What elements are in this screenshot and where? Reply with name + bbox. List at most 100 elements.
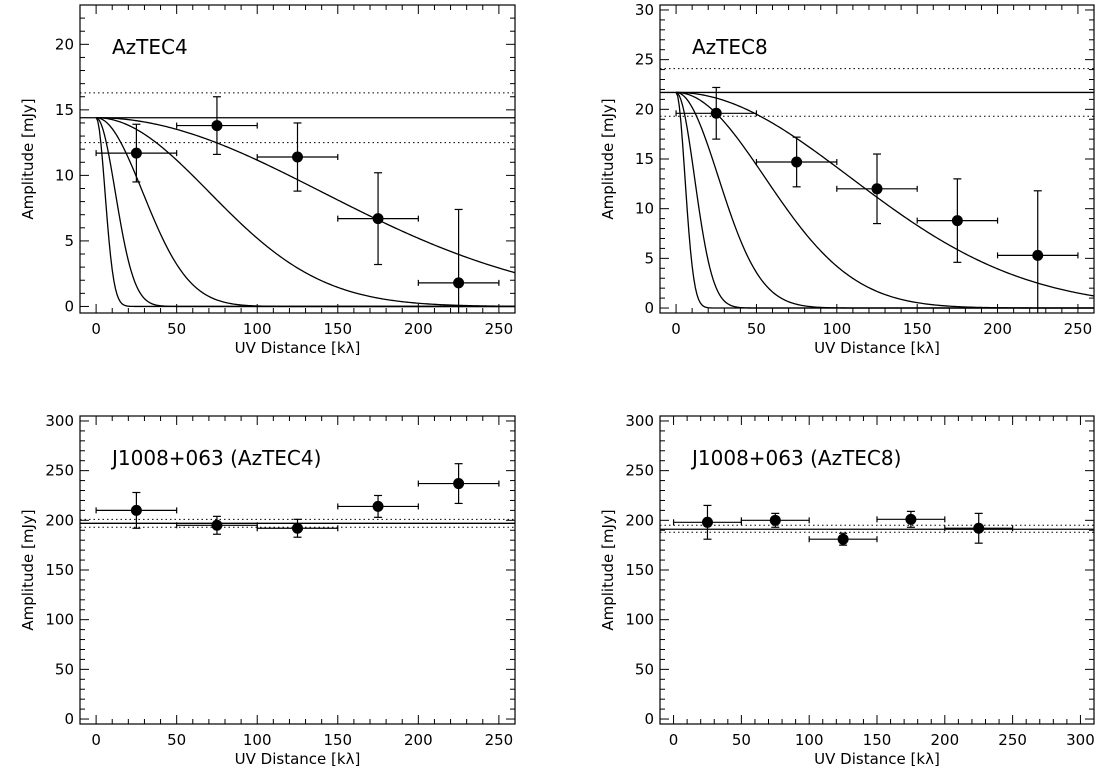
x-tick-label: 250	[998, 731, 1027, 749]
data-point-group	[417, 463, 500, 505]
plot-frame	[79, 4, 516, 314]
y-tick-label: 300	[625, 412, 654, 430]
data-point	[973, 522, 985, 534]
gaussian-model-curve	[96, 117, 515, 274]
panel-title: J1008+063 (AzTEC4)	[110, 446, 321, 470]
y-tick-label: 10	[55, 166, 74, 184]
data-point-group	[176, 515, 258, 535]
data-point-group	[417, 208, 500, 313]
y-tick-label: 10	[635, 200, 654, 218]
x-tick-label: 0	[671, 320, 681, 338]
y-tick-label: 100	[625, 611, 654, 629]
panel-aztec8: 0 50 100 150 200 250 0 5 10 15 20 25 30 UV Distance […	[599, 1, 1095, 357]
y-axis-title: Amplitude [mJy]	[599, 98, 617, 219]
data-point	[837, 533, 849, 545]
data-point-group	[944, 512, 1014, 544]
y-tick-label: 30	[635, 1, 654, 19]
y-tick-label: 0	[644, 299, 654, 317]
x-tick-label: 0	[91, 731, 101, 749]
gaussian-model-curve	[675, 91, 1094, 309]
plot-area	[80, 92, 515, 313]
data-point	[905, 513, 917, 525]
y-tick-label: 300	[45, 412, 74, 430]
x-tick-label: 100	[243, 731, 272, 749]
x-tick-label: 50	[732, 731, 751, 749]
data-point	[951, 215, 963, 227]
data-point	[769, 514, 781, 526]
panel-j1008-aztec4: 0 50 100 150 200 250 0 50 100 150 200 250 300 UV Dist…	[19, 412, 516, 768]
x-tick-label: 200	[404, 320, 433, 338]
data-point-group	[740, 512, 810, 528]
y-tick-label: 5	[64, 232, 74, 250]
data-point-group	[876, 510, 946, 528]
panel-aztec4: 0 50 100 150 200 250 0 5 10 15 20 UV Distance [kλ] A…	[19, 4, 516, 357]
data-point-group	[337, 494, 419, 518]
data-point-group	[256, 122, 339, 192]
x-tick-label: 250	[1064, 320, 1093, 338]
x-tick-label: 200	[404, 731, 433, 749]
y-tick-label: 5	[644, 249, 654, 267]
y-tick-label: 0	[64, 710, 74, 728]
y-tick-label: 15	[635, 150, 654, 168]
y-tick-label: 0	[644, 710, 654, 728]
x-tick-label: 250	[485, 731, 514, 749]
x-tick-label: 50	[747, 320, 766, 338]
x-tick-label: 300	[1066, 731, 1095, 749]
y-tick-label: 200	[625, 511, 654, 529]
data-point-group	[675, 86, 758, 140]
data-point-group	[996, 190, 1079, 313]
y-tick-label: 100	[45, 611, 74, 629]
data-point	[871, 183, 883, 195]
x-tick-label: 100	[822, 320, 851, 338]
data-point-group	[337, 172, 419, 266]
y-tick-label: 50	[635, 660, 654, 678]
gaussian-model-curve	[675, 92, 1094, 309]
x-tick-label: 250	[485, 320, 514, 338]
y-tick-label: 50	[55, 660, 74, 678]
x-tick-label: 150	[903, 320, 932, 338]
y-tick-label: 15	[55, 101, 74, 119]
data-point	[211, 120, 223, 132]
gaussian-model-curve	[676, 91, 1094, 309]
panel-j1008-aztec8: 0 50 100 150 200 250 300 0 50 100 150 200 250 300 UV D…	[599, 412, 1095, 768]
gaussian-model-curve	[96, 117, 515, 308]
data-point	[292, 151, 303, 163]
data-point	[453, 478, 465, 490]
x-tick-label: 150	[863, 731, 892, 749]
x-tick-label: 100	[243, 320, 272, 338]
data-point	[791, 156, 803, 168]
y-tick-label: 150	[45, 561, 74, 579]
panel-title: AzTEC4	[112, 35, 188, 59]
gaussian-model-curve	[95, 117, 515, 308]
data-point-group	[256, 518, 339, 538]
gaussian-model-curve	[676, 91, 1094, 309]
data-point	[453, 277, 465, 289]
data-point-group	[672, 504, 742, 540]
y-tick-label: 20	[55, 35, 74, 53]
x-axis-title: UV Distance [kλ]	[814, 750, 940, 768]
y-axis-title: Amplitude [mJy]	[599, 509, 617, 630]
panel-title: AzTEC8	[692, 35, 768, 59]
y-tick-label: 25	[635, 51, 654, 69]
y-tick-label: 0	[64, 297, 74, 315]
y-tick-label: 20	[635, 100, 654, 118]
x-tick-label: 50	[167, 731, 186, 749]
y-tick-label: 200	[45, 511, 74, 529]
x-axis-title: UV Distance [kλ]	[235, 750, 361, 768]
x-tick-label: 150	[323, 320, 352, 338]
gaussian-model-curve	[95, 117, 515, 308]
y-tick-label: 150	[625, 561, 654, 579]
x-tick-label: 0	[669, 731, 679, 749]
data-point-group	[176, 96, 258, 156]
data-point-group	[808, 532, 878, 546]
panel-title: J1008+063 (AzTEC8)	[690, 446, 901, 470]
x-tick-label: 0	[91, 320, 101, 338]
data-point	[211, 519, 223, 531]
plot-area	[660, 68, 1094, 313]
data-point	[372, 500, 384, 512]
x-axis-title: UV Distance [kλ]	[235, 339, 361, 357]
data-point	[130, 147, 142, 159]
data-point	[1032, 249, 1044, 261]
data-point	[130, 504, 142, 516]
